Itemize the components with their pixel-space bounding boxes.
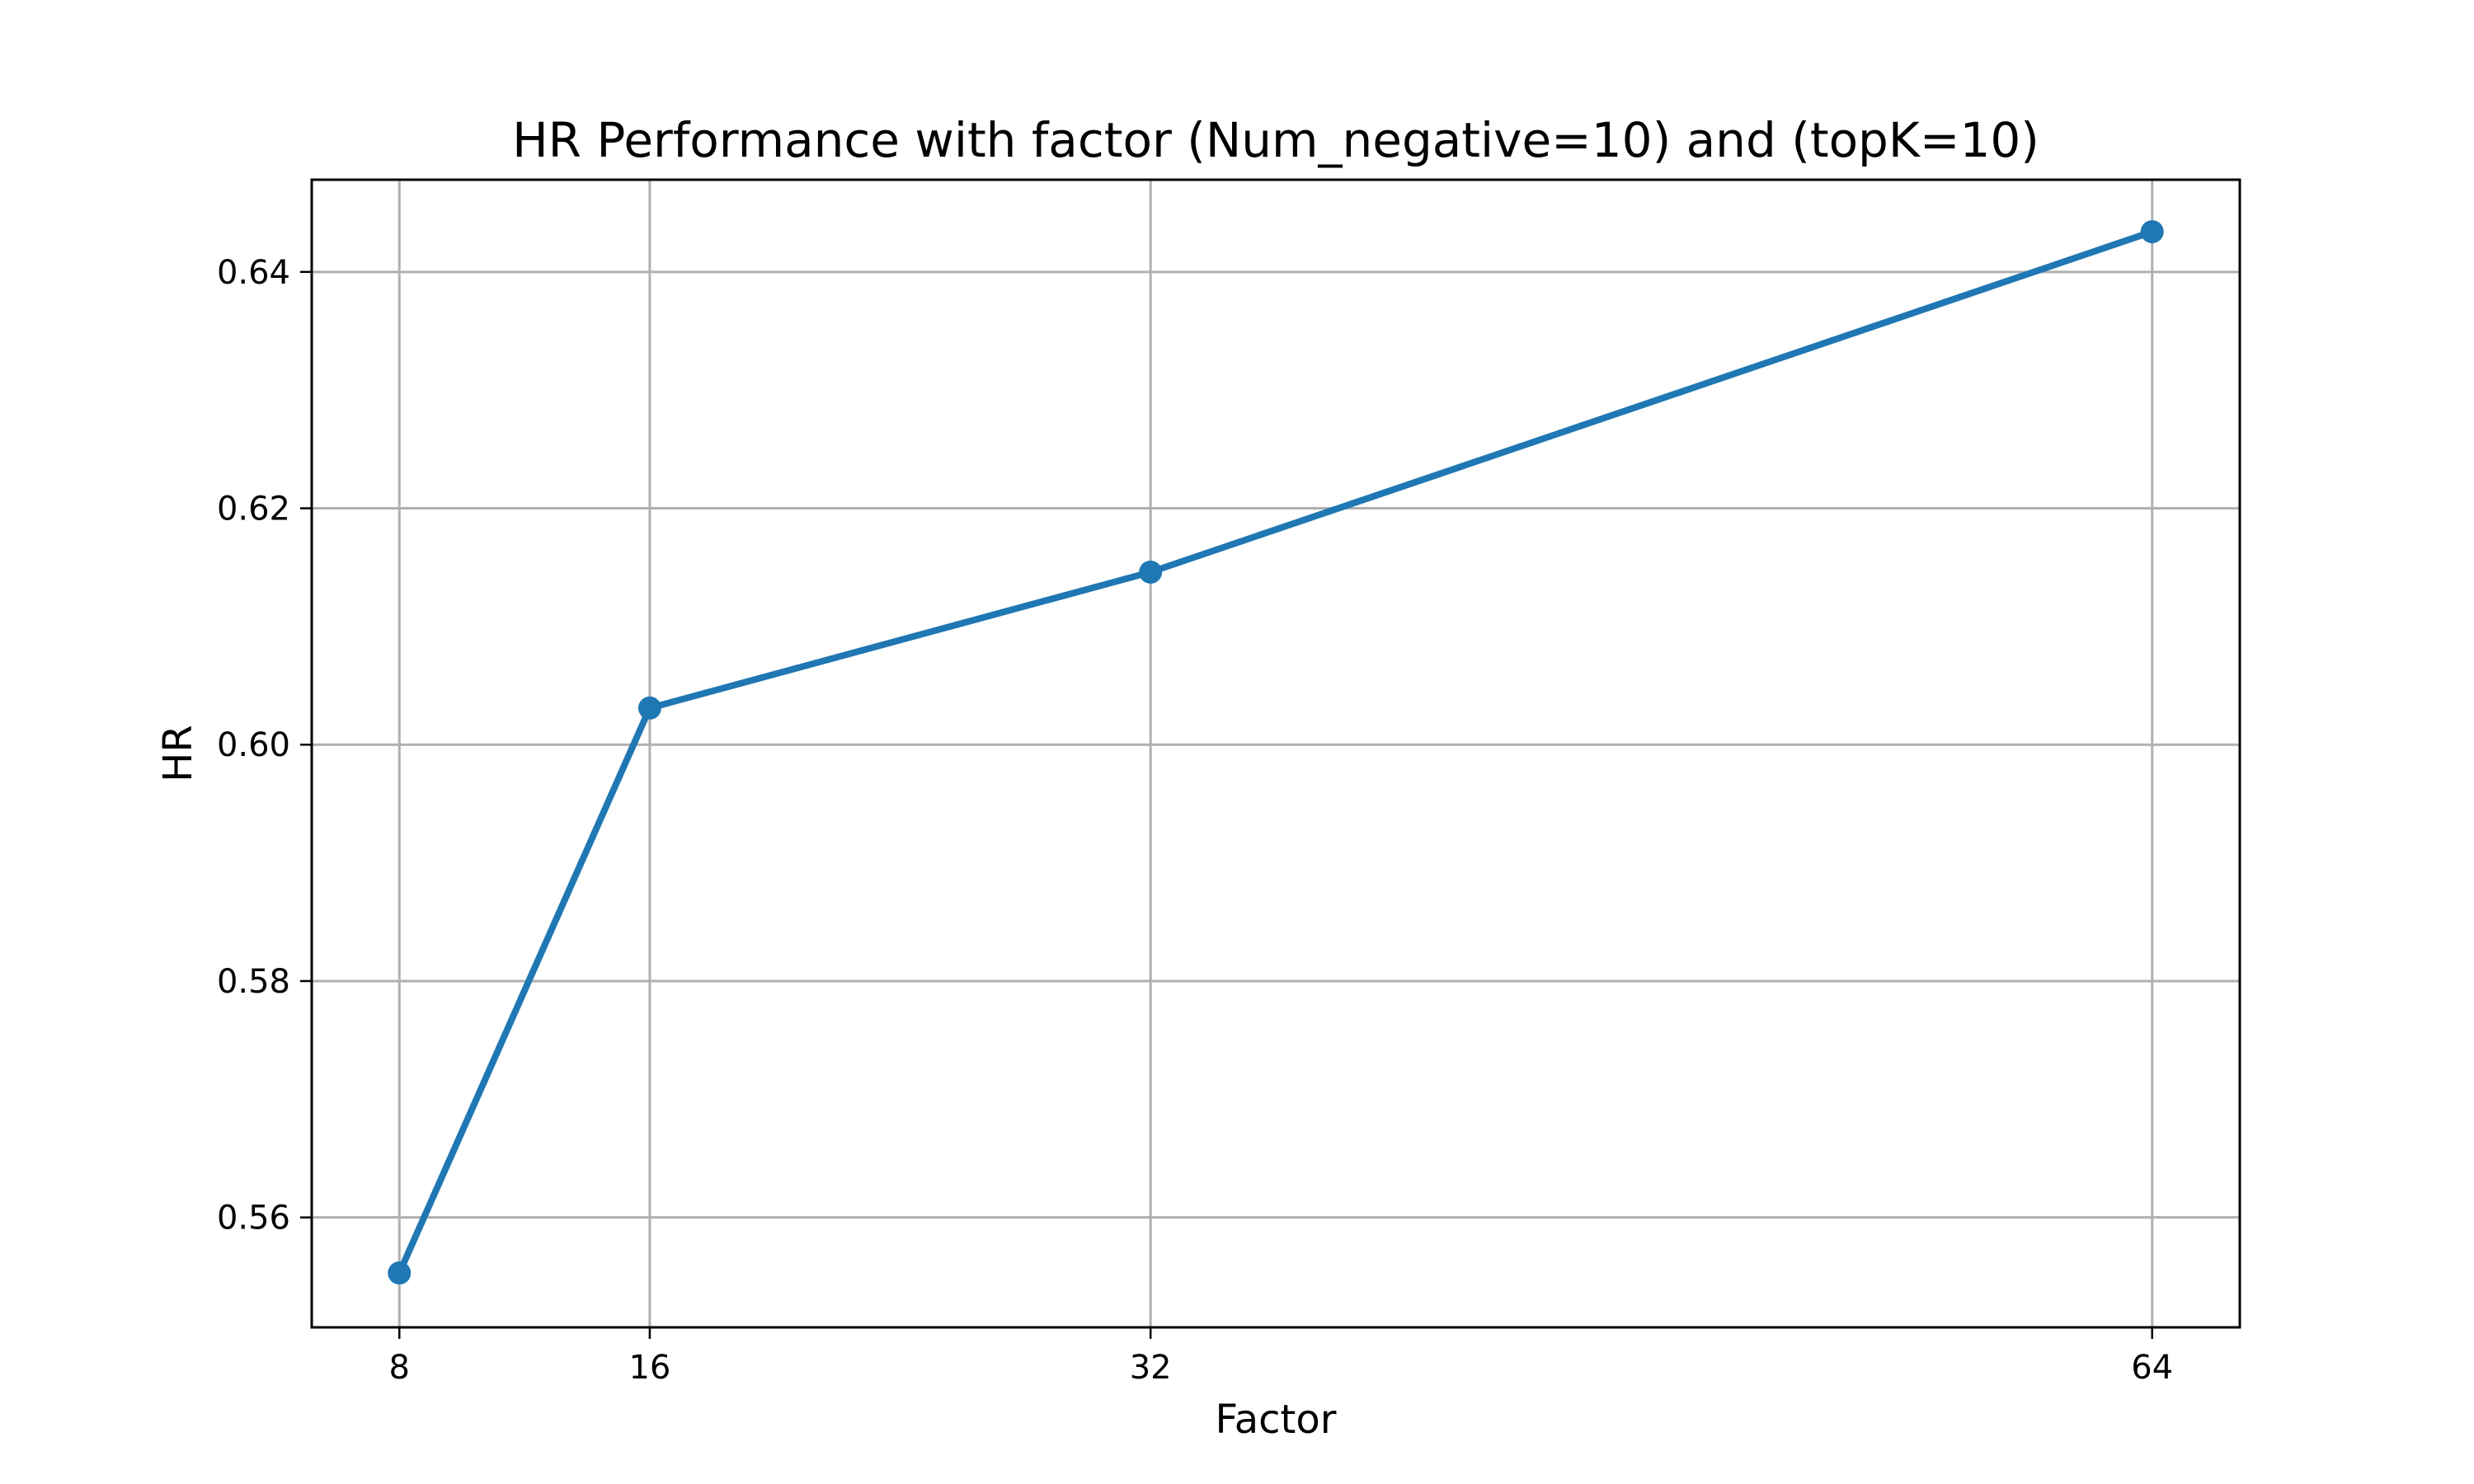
y-tick-label: 0.56 <box>217 1200 290 1237</box>
data-point-marker <box>2140 220 2164 244</box>
series-layer <box>388 220 2164 1285</box>
x-tick-label: 32 <box>1130 1349 1172 1387</box>
series-line <box>396 228 2156 1277</box>
x-tick-label: 64 <box>2131 1349 2173 1387</box>
x-axis-label: Factor <box>1216 1397 1337 1443</box>
x-tick-label: 16 <box>628 1349 670 1387</box>
y-tick-label: 0.58 <box>217 963 290 1001</box>
y-axis-label: HR <box>155 725 201 782</box>
data-point-marker <box>637 696 661 720</box>
plot-area-frame <box>310 178 2241 1329</box>
x-tick-label: 8 <box>389 1349 410 1387</box>
y-tick-label: 0.60 <box>217 726 290 764</box>
data-point-marker <box>1139 560 1163 584</box>
data-point-marker <box>388 1261 412 1285</box>
y-tick-label: 0.64 <box>217 254 290 292</box>
ticks: 8 16 32 64 0.56 0.58 0.60 0.62 0.64 <box>217 254 2173 1387</box>
grid <box>312 180 2240 1327</box>
y-tick-label: 0.62 <box>217 491 290 528</box>
chart-title: HR Performance with factor (Num_negative… <box>512 112 2039 168</box>
